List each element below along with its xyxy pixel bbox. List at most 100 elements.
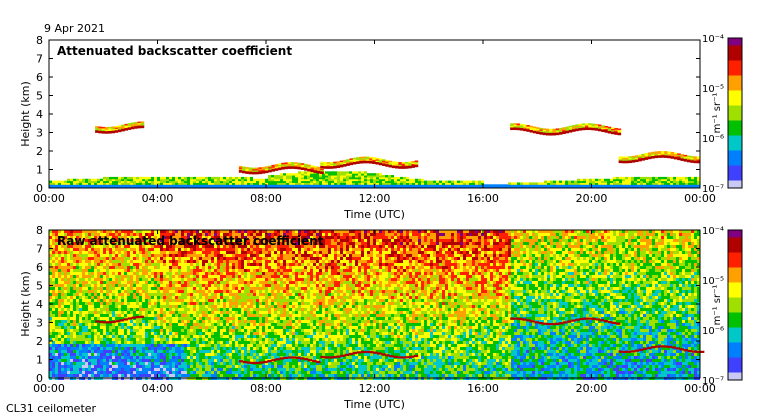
heatmap-cell [637,176,640,180]
heatmap-cell [535,186,538,189]
heatmap-cell [124,239,127,242]
heatmap-cell [574,266,577,269]
heatmap-cell [148,242,151,245]
heatmap-cell [137,121,141,124]
heatmap-cell [439,184,442,187]
heatmap-cell [598,182,601,185]
heatmap-cell [427,266,430,269]
heatmap-cell [307,242,310,245]
heatmap-cell [411,163,415,166]
heatmap-cell [517,236,520,239]
heatmap-cell [667,180,670,183]
heatmap-cell [355,184,358,187]
heatmap-cell [283,173,286,176]
heatmap-cell [64,230,67,233]
heatmap-cell [394,178,397,182]
heatmap-cell [55,254,58,257]
heatmap-cell [61,248,64,251]
heatmap-cell [328,230,331,233]
heatmap-cell [262,180,265,183]
heatmap-cell [241,180,244,183]
heatmap-cell [604,257,607,260]
heatmap-cell [274,230,277,233]
heatmap-cell [289,184,292,187]
heatmap-cell [352,236,355,239]
heatmap-cell [688,180,691,183]
heatmap-cell [638,154,642,157]
heatmap-cell [109,186,112,189]
heatmap-cell [634,266,637,269]
y-tick-label: 6 [36,71,43,84]
heatmap-cell [676,260,679,263]
heatmap-cell [658,233,661,236]
heatmap-cell [565,251,568,254]
heatmap-cell [151,230,154,233]
heatmap-cell [118,260,121,263]
heatmap-cell [568,242,571,245]
heatmap-cell [124,242,127,245]
heatmap-cell [295,230,298,233]
heatmap-cell [190,263,193,266]
heatmap-cell [445,184,448,187]
heatmap-cell [211,178,214,182]
heatmap-cell [202,248,205,251]
heatmap-cell [355,180,358,183]
heatmap-cell [250,239,253,242]
heatmap-cell [184,248,187,251]
heatmap-cell [604,242,607,245]
heatmap-cell [340,263,343,266]
heatmap-cell [580,248,583,251]
heatmap-cell [601,260,604,263]
heatmap-cell [584,123,589,125]
heatmap-cell [466,236,469,239]
heatmap-cell [574,245,577,248]
heatmap-cell [568,182,571,185]
heatmap-cell [391,257,394,260]
heatmap-cell [294,164,298,167]
heatmap-cell [64,233,67,236]
heatmap-cell [565,260,568,263]
heatmap-cell [614,133,618,135]
heatmap-cell [403,176,406,180]
heatmap-cell [211,233,214,236]
heatmap-cell [349,263,352,266]
heatmap-cell [616,180,619,183]
heatmap-cell [628,236,631,239]
heatmap-cell [307,175,310,178]
heatmap-cell [346,260,349,263]
heatmap-cell [581,123,586,126]
heatmap-cell [472,239,475,242]
heatmap-cell [301,186,304,189]
heatmap-cell [229,245,232,248]
heatmap-cell [583,184,586,187]
heatmap-cell [445,242,448,245]
heatmap-cell [97,266,100,269]
heatmap-cell [516,124,521,127]
heatmap-cell [248,172,253,175]
heatmap-cell [541,260,544,263]
heatmap-cell [394,184,397,187]
heatmap-cell [58,251,61,254]
heatmap-cell [187,260,190,263]
heatmap-cell [301,236,304,239]
heatmap-cell [79,233,82,236]
heatmap-cell [427,245,430,248]
heatmap-cell [511,236,514,239]
heatmap-cell [553,266,556,269]
heatmap-cell [187,263,190,266]
heatmap-cell [55,242,58,245]
heatmap-cell [418,236,421,239]
heatmap-cell [331,178,334,182]
heatmap-cell [365,156,370,159]
heatmap-cell [686,155,691,158]
heatmap-cell [184,182,187,185]
heatmap-cell [421,180,424,183]
heatmap-cell [412,178,415,182]
heatmap-cell [181,260,184,263]
heatmap-cell [667,263,670,266]
heatmap-cell [641,153,645,156]
heatmap-cell [544,269,547,272]
heatmap-cell [628,156,632,158]
heatmap-cell [466,186,469,189]
heatmap-cell [697,245,700,248]
